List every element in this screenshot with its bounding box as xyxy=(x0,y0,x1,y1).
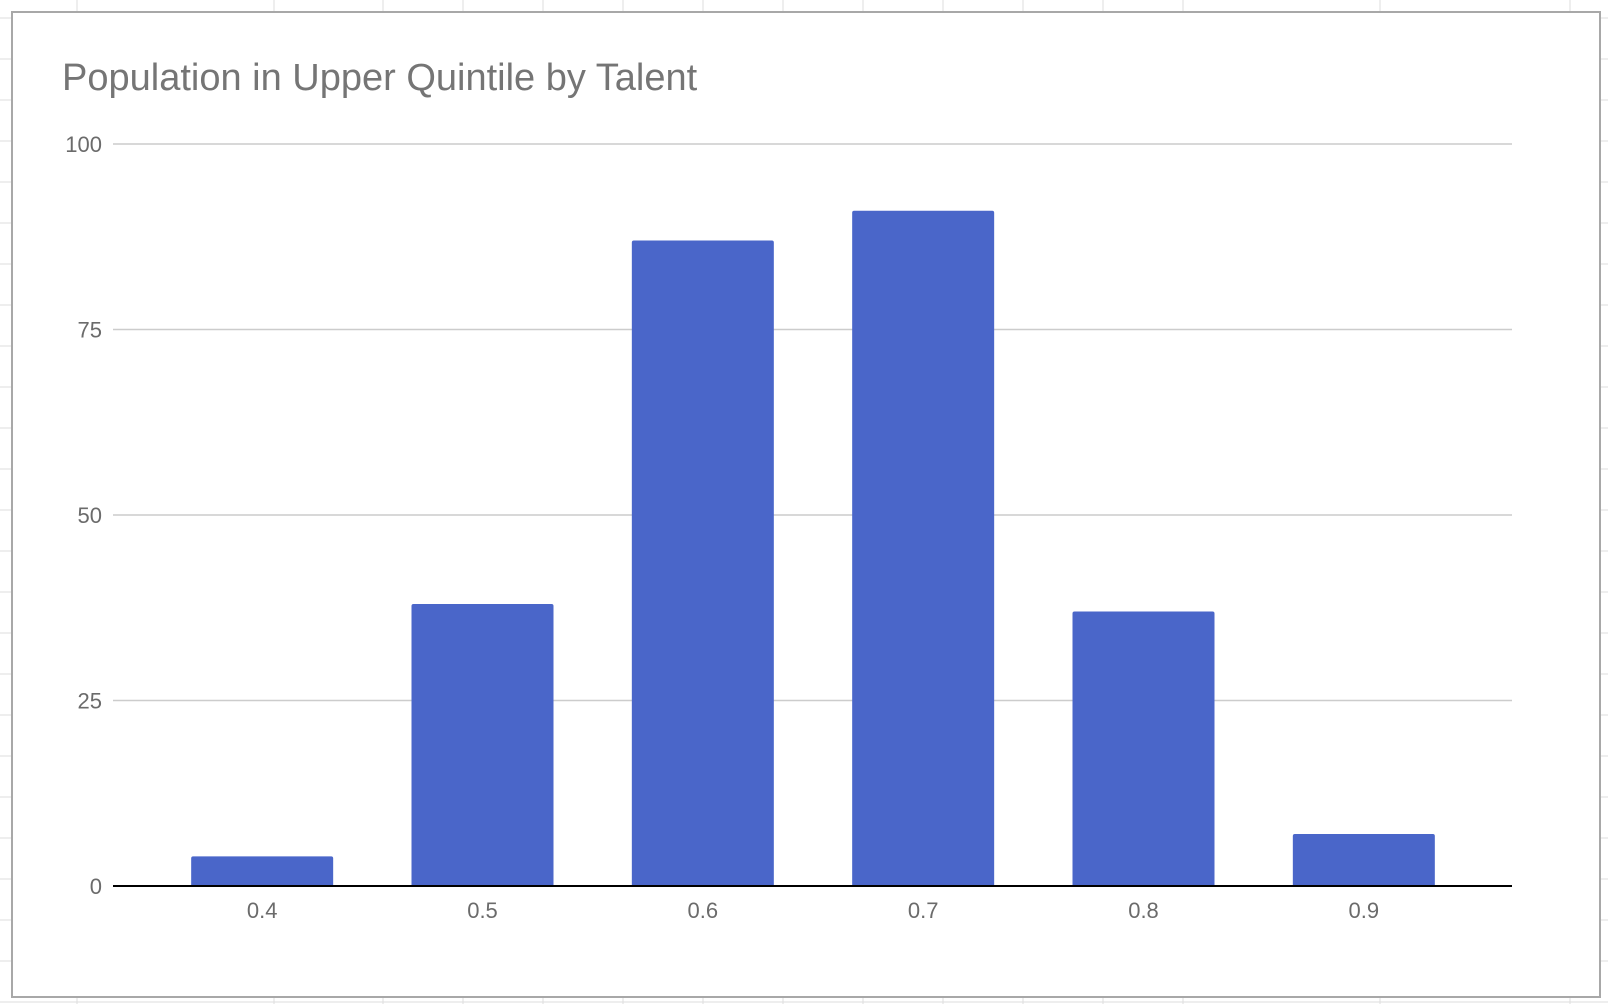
x-tick-label: 0.7 xyxy=(908,898,939,923)
x-tick-label: 0.5 xyxy=(467,898,498,923)
y-tick-label: 0 xyxy=(90,874,102,899)
y-tick-label: 50 xyxy=(78,503,102,528)
x-tick-label: 0.8 xyxy=(1128,898,1159,923)
bar[interactable] xyxy=(411,604,554,886)
y-tick-label: 75 xyxy=(78,318,102,343)
y-tick-label: 100 xyxy=(65,132,102,157)
x-tick-label: 0.6 xyxy=(688,898,719,923)
bar-chart-plot: 0 25 50 75 100 0.4 0.5 0.6 0.7 0.8 0.9 xyxy=(65,132,1512,923)
chart-title: Population in Upper Quintile by Talent xyxy=(62,57,698,99)
bar[interactable] xyxy=(852,210,995,886)
chart-card[interactable]: Population in Upper Quintile by Talent 0… xyxy=(11,11,1601,998)
x-tick-label: 0.4 xyxy=(247,898,278,923)
bar[interactable] xyxy=(1292,834,1435,886)
x-tick-label: 0.9 xyxy=(1349,898,1380,923)
bar[interactable] xyxy=(191,856,334,886)
y-tick-label: 25 xyxy=(78,689,102,714)
bar[interactable] xyxy=(1072,611,1215,886)
bar[interactable] xyxy=(631,240,774,886)
